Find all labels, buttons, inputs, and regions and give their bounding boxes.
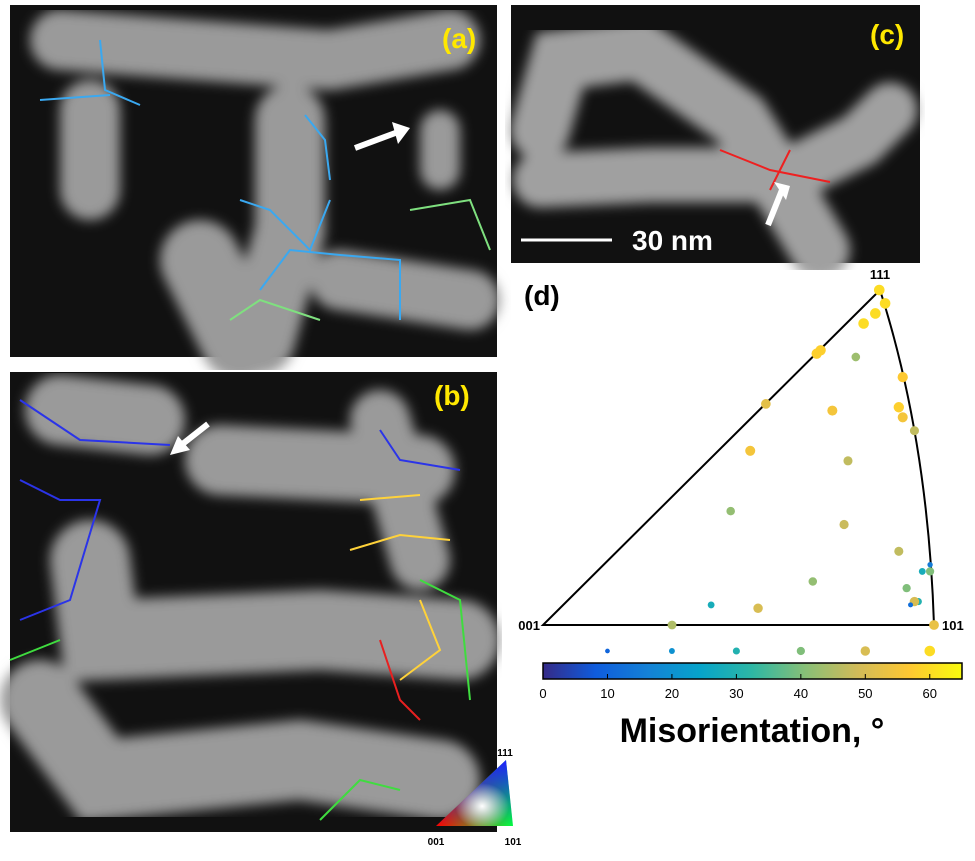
data-point	[708, 601, 715, 608]
data-point	[880, 298, 891, 309]
data-point	[809, 577, 818, 586]
colorbar-tick-label: 50	[858, 686, 872, 701]
data-point	[839, 520, 848, 529]
panel-label: (a)	[442, 23, 476, 54]
size-legend-dot	[861, 646, 870, 655]
data-point	[843, 456, 852, 465]
panel-d: (d) 111 001 101 Misorientation, ° 0 10 20 3…	[518, 267, 963, 750]
corner-label: 001	[428, 837, 445, 848]
data-point	[726, 507, 735, 516]
data-point	[926, 567, 934, 575]
data-point	[753, 604, 762, 613]
size-legend-dot	[669, 648, 675, 654]
size-legend-dot	[924, 646, 935, 657]
colorbar-tick-label: 40	[794, 686, 808, 701]
data-point	[919, 568, 926, 575]
panel-label: (c)	[870, 19, 904, 50]
data-point	[812, 348, 822, 358]
data-point	[745, 446, 755, 456]
panel-c-image: 30 nm (c)	[511, 5, 920, 263]
colorbar	[543, 663, 962, 679]
data-point	[870, 308, 881, 319]
data-point	[851, 353, 860, 362]
colorbar-tick-label: 10	[600, 686, 614, 701]
corner-label: 001	[518, 618, 540, 633]
corner-label: 111	[870, 267, 890, 282]
data-point	[858, 318, 869, 329]
data-point	[874, 285, 885, 296]
ipf-triangle	[543, 290, 934, 625]
panel-label: (b)	[434, 380, 470, 411]
colorbar-tick-label: 60	[923, 686, 937, 701]
colorbar-tick-label: 30	[729, 686, 743, 701]
colorbar-tick-label: 20	[665, 686, 679, 701]
panel-a-image: (a)	[10, 5, 497, 357]
size-legend-dot	[605, 649, 610, 654]
corner-label: 101	[505, 837, 522, 848]
scale-bar-label: 30 nm	[632, 225, 713, 256]
data-point	[827, 406, 837, 416]
data-point	[898, 412, 908, 422]
data-point	[927, 562, 932, 567]
data-point	[910, 426, 919, 435]
data-point	[898, 372, 908, 382]
data-point	[908, 602, 913, 607]
data-point	[668, 621, 677, 630]
data-point	[929, 620, 939, 630]
colorbar-tick-label: 0	[539, 686, 546, 701]
figure: (a) (b) 111 001 101	[0, 0, 975, 856]
data-point	[761, 399, 771, 409]
panel-label: (d)	[524, 280, 560, 311]
data-point	[894, 402, 904, 412]
data-point	[902, 584, 910, 592]
size-legend-dot	[733, 647, 740, 654]
size-legend-dot	[797, 647, 805, 655]
corner-label: 111	[497, 748, 513, 759]
data-point	[894, 547, 903, 556]
panel-b-image: (b)	[10, 372, 497, 832]
corner-label: 101	[942, 618, 964, 633]
colorbar-label: Misorientation, °	[620, 712, 885, 750]
